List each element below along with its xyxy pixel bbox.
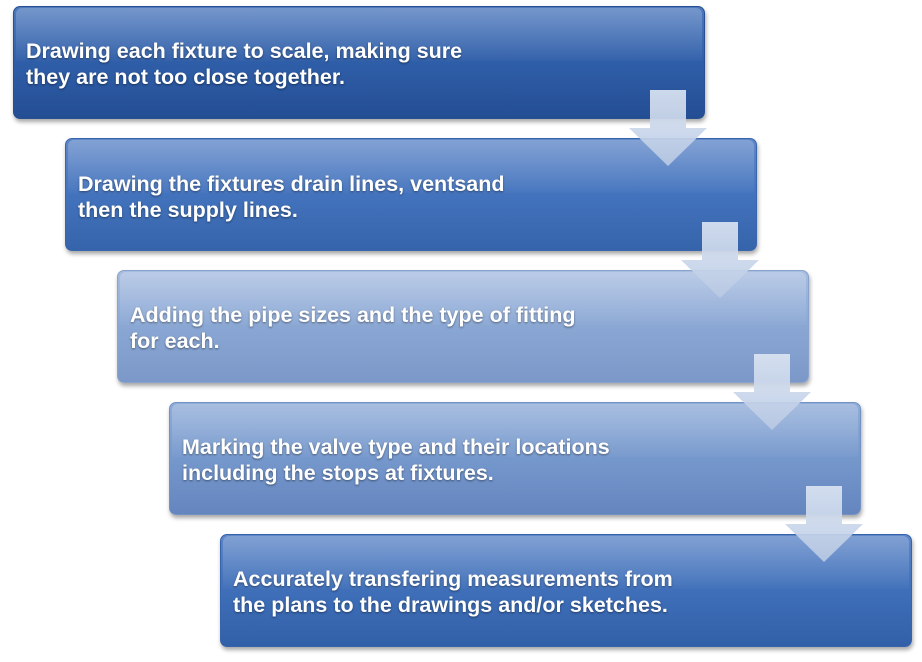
- process-step-2-text: Drawing the fixtures drain lines, ventsa…: [78, 172, 505, 222]
- process-step-5-text: Accurately transfering measurements from…: [233, 567, 673, 617]
- down-arrow-icon: [629, 90, 707, 166]
- down-arrow-icon: [785, 486, 863, 562]
- process-step-5: Accurately transfering measurements from…: [220, 534, 912, 647]
- process-step-4-text: Marking the valve type and their locatio…: [182, 435, 610, 485]
- process-step-3: Adding the pipe sizes and the type of fi…: [117, 270, 809, 383]
- down-arrow-icon: [681, 222, 759, 298]
- process-step-3-text: Adding the pipe sizes and the type of fi…: [130, 303, 576, 353]
- process-step-1-text: Drawing each fixture to scale, making su…: [26, 39, 463, 89]
- process-step-2: Drawing the fixtures drain lines, ventsa…: [65, 138, 757, 251]
- down-arrow-icon: [733, 354, 811, 430]
- process-step-4: Marking the valve type and their locatio…: [169, 402, 861, 515]
- process-step-1: Drawing each fixture to scale, making su…: [13, 6, 705, 119]
